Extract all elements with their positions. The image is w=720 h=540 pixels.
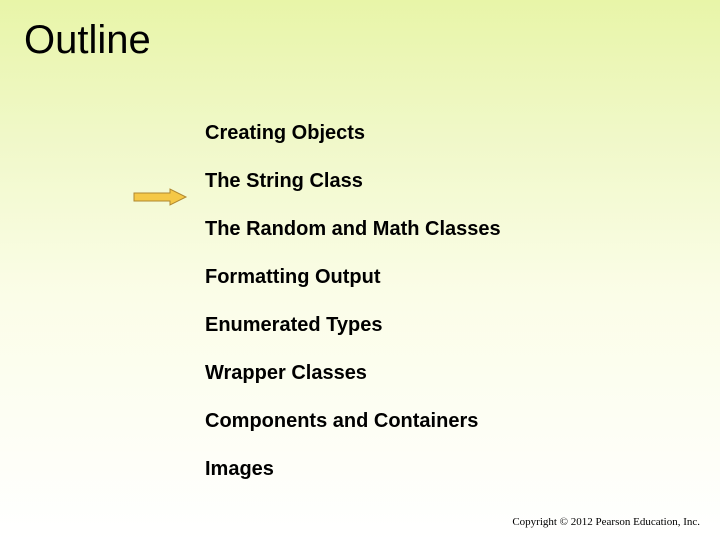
pointer-arrow <box>132 187 188 212</box>
outline-item: The Random and Math Classes <box>205 217 720 241</box>
outline-item: Creating Objects <box>205 121 720 145</box>
outline-item: Formatting Output <box>205 265 720 289</box>
outline-item: The String Class <box>205 169 720 193</box>
slide-title: Outline <box>0 0 720 63</box>
copyright-footer: Copyright © 2012 Pearson Education, Inc. <box>512 516 700 528</box>
outline-item: Enumerated Types <box>205 313 720 337</box>
outline-list: Creating Objects The String Class The Ra… <box>205 121 720 481</box>
outline-item: Images <box>205 457 720 481</box>
outline-item: Wrapper Classes <box>205 361 720 385</box>
outline-item: Components and Containers <box>205 409 720 433</box>
